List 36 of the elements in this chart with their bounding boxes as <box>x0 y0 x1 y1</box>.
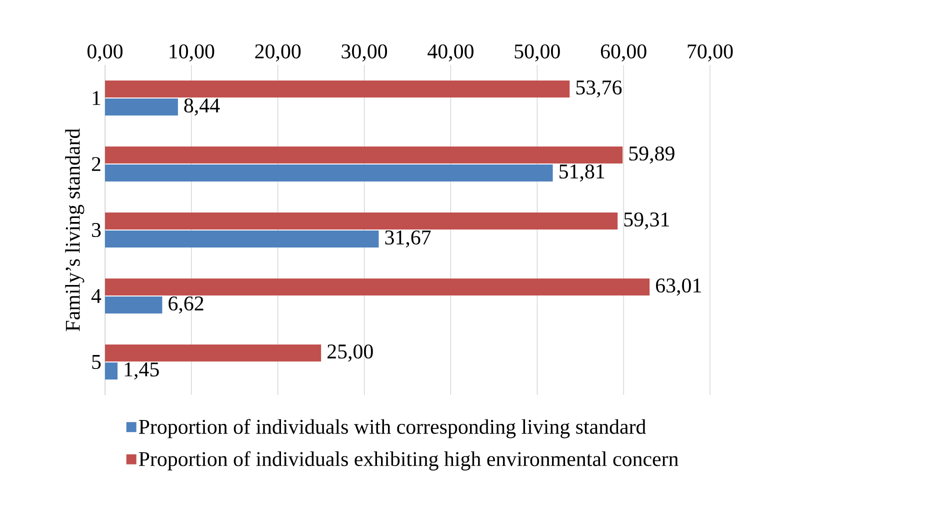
legend-label: Proportion of individuals exhibiting high environmental concern <box>138 451 678 470</box>
y-axis-title: Family’s living standard <box>65 128 84 332</box>
bar <box>105 230 379 248</box>
legend-label: Proportion of individuals with corresponding living standard <box>138 418 646 438</box>
bar <box>105 296 162 314</box>
y-tick-label: 1 <box>92 91 100 105</box>
data-label: 8,44 <box>184 98 220 116</box>
x-tick-label: 0,00 <box>87 44 123 62</box>
data-label: 6,62 <box>168 296 204 314</box>
data-label: 59,89 <box>629 146 674 164</box>
y-tick-label: 2 <box>92 157 100 171</box>
data-label: 53,76 <box>576 80 622 98</box>
data-label: 59,31 <box>624 212 669 230</box>
x-tick-label: 70,00 <box>688 44 733 62</box>
bar <box>105 362 118 380</box>
bar <box>105 98 178 116</box>
x-tick-label: 10,00 <box>170 44 214 62</box>
y-tick-label: 3 <box>92 222 101 238</box>
bar <box>105 278 650 296</box>
x-tick-label: 20,00 <box>255 44 301 62</box>
data-label: 1,45 <box>124 362 159 380</box>
bar <box>105 164 553 182</box>
x-tick-label: 60,00 <box>600 44 646 62</box>
bar <box>105 344 322 362</box>
data-label: 31,67 <box>385 230 431 248</box>
x-tick-label: 30,00 <box>342 44 388 62</box>
bar <box>105 212 618 230</box>
y-tick-label: 5 <box>92 355 101 369</box>
y-tick-label: 4 <box>91 289 102 303</box>
bar <box>105 80 570 98</box>
data-label: 63,01 <box>656 278 701 296</box>
data-label: 25,00 <box>328 344 373 362</box>
x-tick-label: 40,00 <box>428 44 474 62</box>
data-label: 51,81 <box>560 164 604 182</box>
x-tick-label: 50,00 <box>514 44 560 62</box>
bar <box>105 146 623 164</box>
